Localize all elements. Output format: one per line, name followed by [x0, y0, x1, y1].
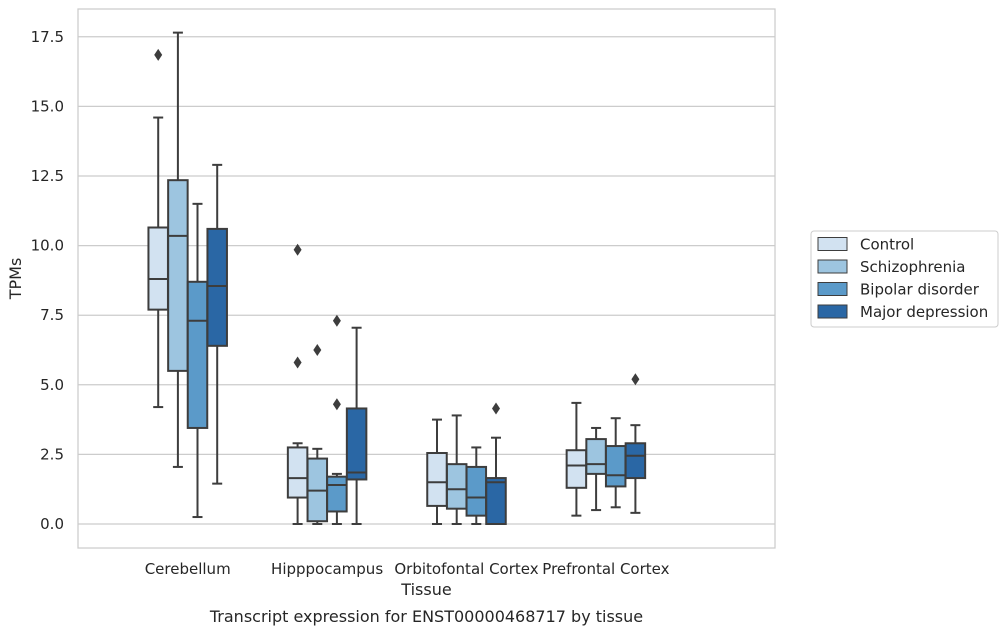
legend-label: Control — [860, 236, 914, 254]
box-schizophrenia — [167, 31, 189, 468]
box-bipolar-disorder — [604, 417, 627, 509]
y-tick-label: 2.5 — [40, 445, 64, 463]
box-bipolar-disorder — [465, 446, 488, 525]
y-tick-label: 0.0 — [40, 515, 64, 533]
box-control — [147, 48, 169, 409]
outlier-point — [154, 48, 163, 61]
legend-swatch — [817, 259, 848, 274]
x-tick-label: Prefrontal Cortex — [542, 560, 669, 578]
legend: Control Schizophrenia Bipolar disorder Majo… — [810, 230, 999, 328]
x-axis-label: Tissue — [400, 580, 451, 599]
box-major-depression — [345, 326, 368, 525]
y-axis-label: TPMs — [6, 258, 25, 301]
x-tick-label: Hipppocampus — [271, 560, 383, 578]
x-tick-labels: Cerebellum Hipppocampus Orbitofontal Corte… — [145, 560, 670, 578]
box-control — [286, 243, 309, 525]
outlier-point — [332, 398, 341, 411]
outlier-point — [492, 402, 500, 415]
legend-label: Major depression — [860, 303, 988, 321]
box-iqr — [345, 407, 368, 481]
legend-label: Bipolar disorder — [860, 281, 980, 299]
boxes — [147, 31, 647, 525]
figure-caption: Transcript expression for ENST0000046871… — [209, 607, 643, 626]
y-tick-label: 12.5 — [31, 167, 64, 185]
legend-swatch — [817, 304, 848, 319]
box-iqr — [604, 445, 627, 488]
box-iqr — [485, 477, 507, 525]
box-iqr — [206, 227, 228, 347]
box-iqr — [585, 438, 607, 475]
y-tick-label: 5.0 — [40, 376, 64, 394]
legend-swatch — [817, 282, 848, 296]
y-tick-labels: 0.0 2.5 5.0 7.5 10.0 12.5 15.0 17.5 — [31, 28, 64, 533]
box-schizophrenia — [306, 344, 329, 525]
box-control — [426, 418, 448, 525]
outlier-point — [332, 314, 341, 327]
box-bipolar-disorder — [326, 314, 348, 525]
y-tick-label: 10.0 — [31, 237, 64, 255]
box-iqr — [426, 452, 448, 507]
legend-label: Schizophrenia — [860, 258, 965, 276]
box-iqr — [326, 475, 348, 513]
box-iqr — [186, 280, 209, 429]
legend-frame — [810, 230, 999, 328]
outlier-point — [631, 373, 640, 386]
x-tick-label: Cerebellum — [145, 560, 231, 578]
box-iqr — [286, 446, 309, 499]
outlier-point — [293, 356, 302, 369]
outlier-point — [313, 344, 322, 356]
outlier-point — [293, 243, 302, 256]
box-iqr — [167, 179, 189, 372]
box-major-depression — [485, 402, 507, 525]
box-iqr — [147, 226, 169, 311]
box-schizophrenia — [585, 426, 607, 512]
x-tick-label: Orbitofontal Cortex — [394, 560, 538, 578]
legend-swatch — [817, 237, 848, 251]
box-control — [565, 401, 588, 517]
box-bipolar-disorder — [186, 202, 209, 519]
box-major-depression — [206, 163, 228, 485]
box-iqr — [465, 465, 488, 517]
box-schizophrenia — [445, 414, 468, 525]
y-tick-label: 17.5 — [31, 28, 64, 46]
box-major-depression — [624, 373, 647, 514]
box-iqr — [624, 442, 647, 480]
y-tick-label: 15.0 — [31, 97, 64, 115]
box-iqr — [565, 449, 588, 489]
box-iqr — [445, 463, 468, 510]
y-tick-label: 7.5 — [40, 306, 64, 324]
plot-frame — [77, 8, 776, 549]
